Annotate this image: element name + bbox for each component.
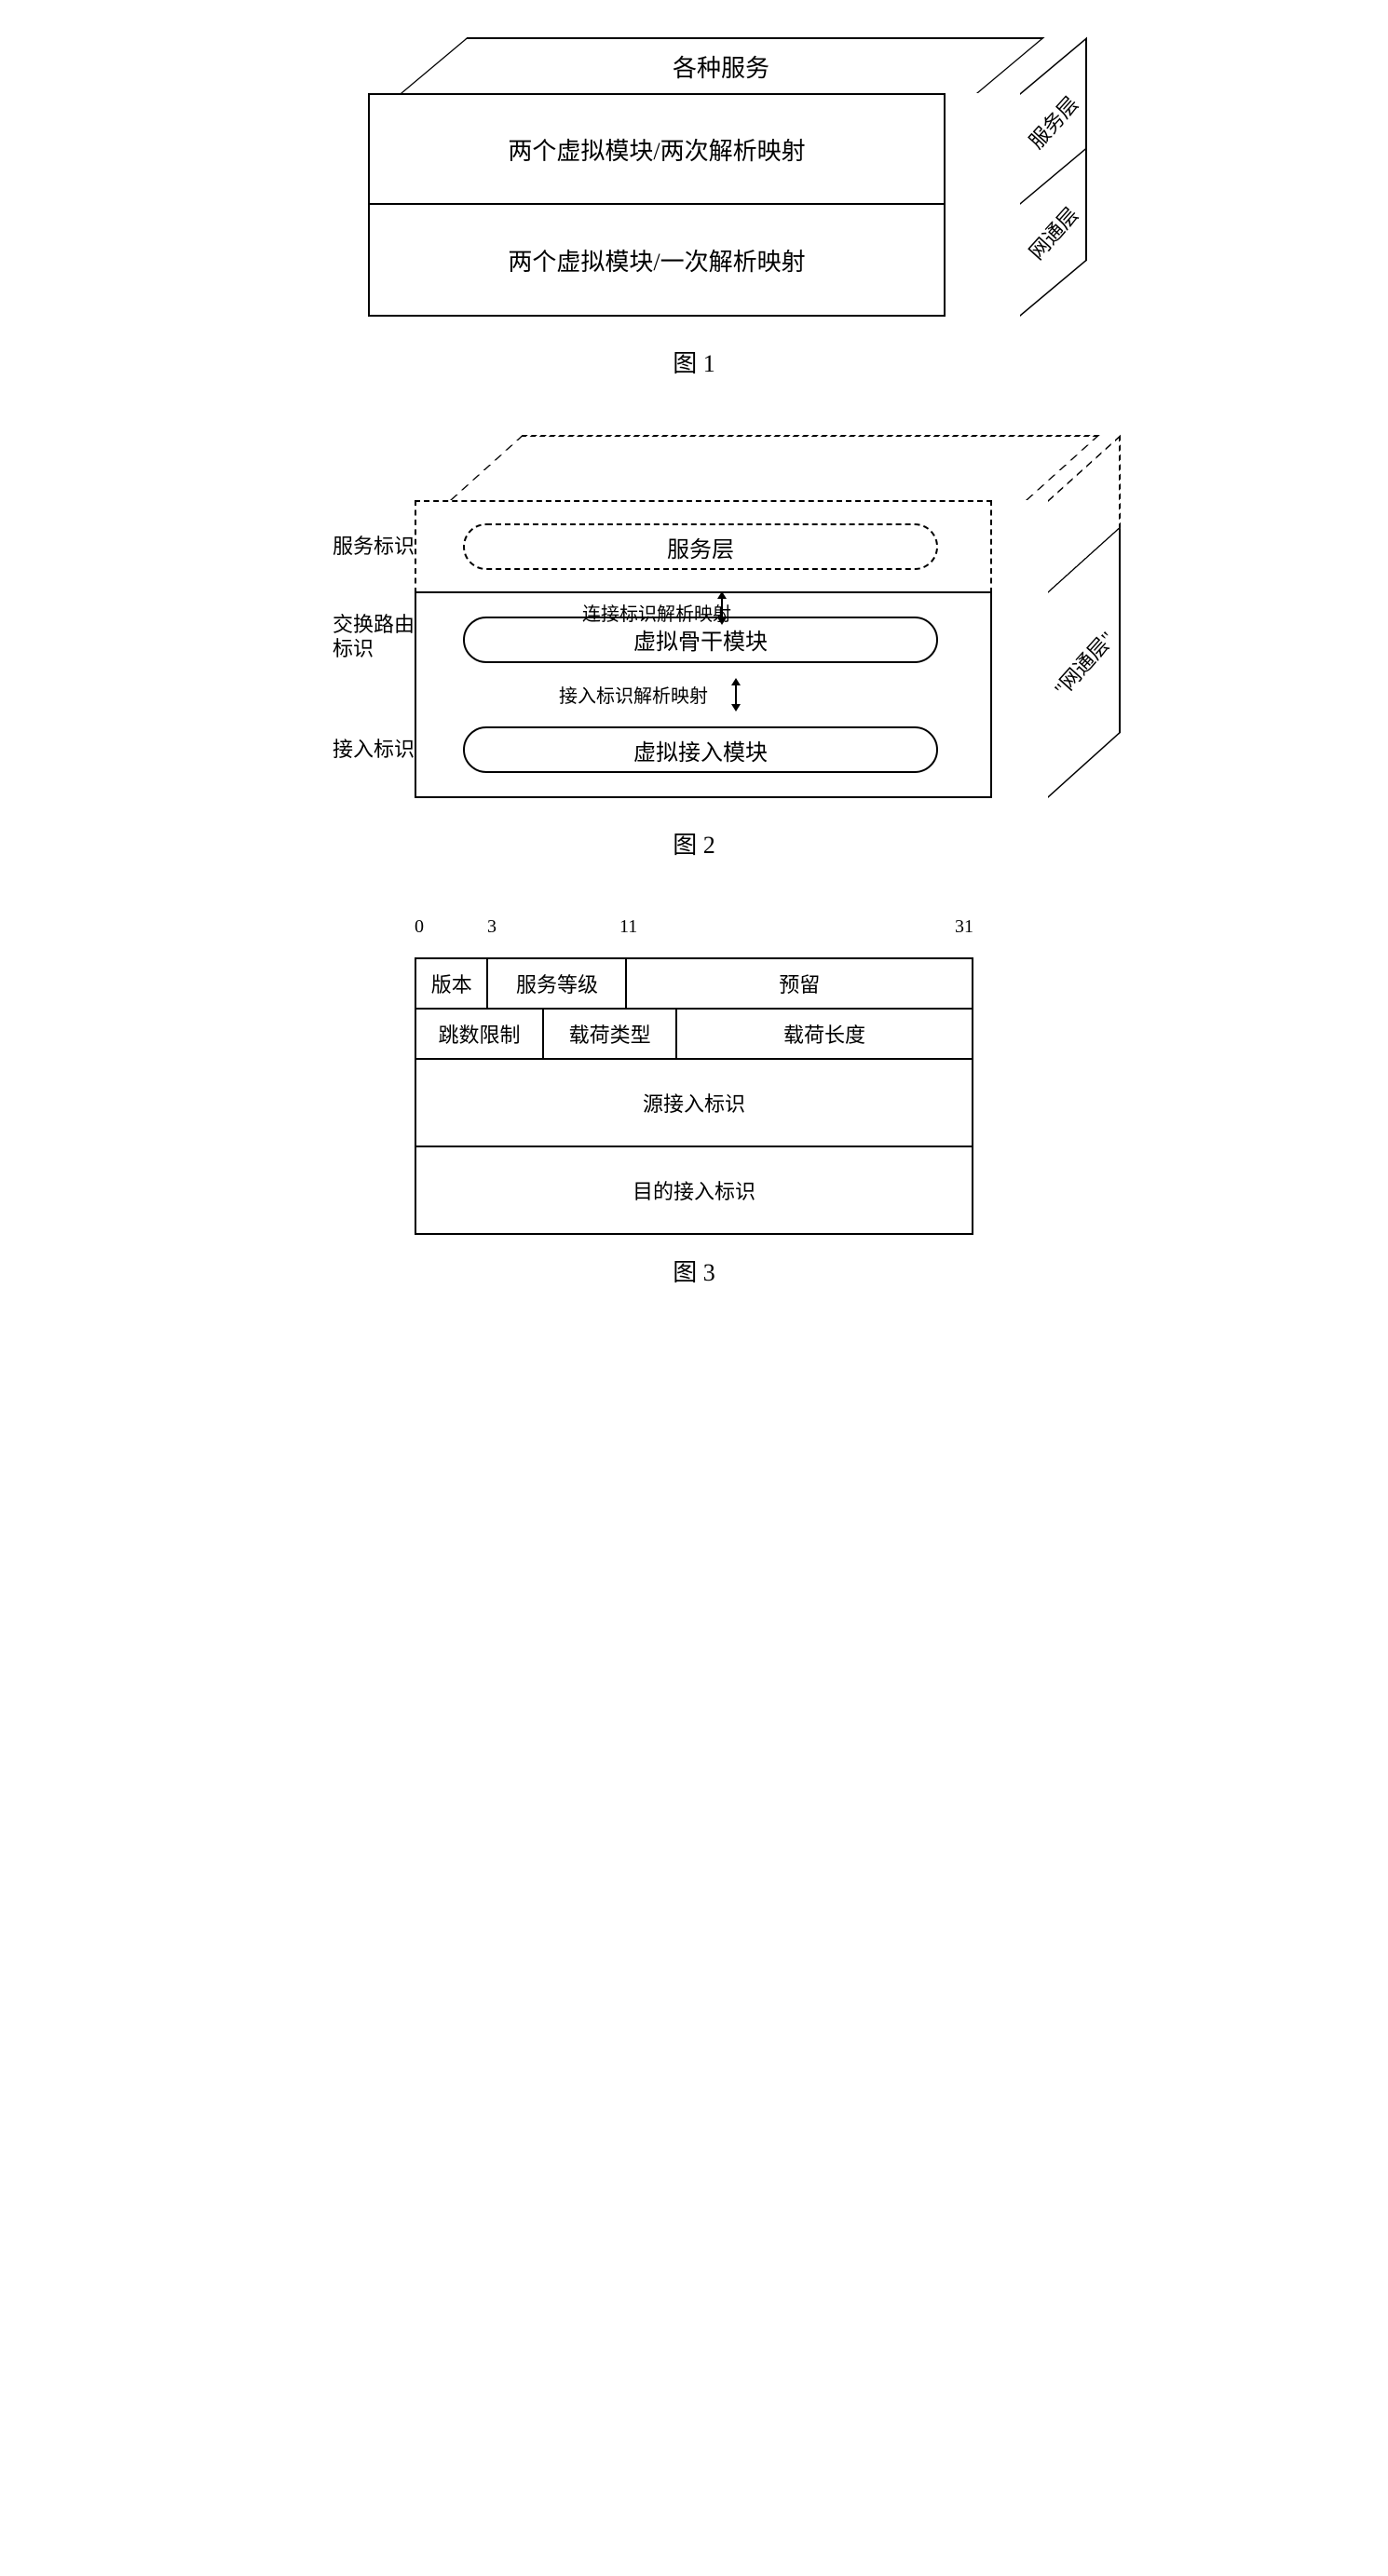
fig2-access-map-label: 接入标识解析映射: [559, 681, 708, 708]
fig3-hop-limit-cell: 跳数限制: [416, 1010, 544, 1058]
fig1-top-face: 各种服务: [401, 37, 1045, 93]
fig2-backbone-text: 虚拟骨干模块: [633, 623, 768, 656]
fig2-top-face: [450, 435, 1100, 500]
fig3-bit-header: 0 3 11 31: [415, 916, 973, 939]
fig1-row2-text: 两个虚拟模块/一次解析映射: [508, 243, 805, 278]
fig3-row-3: 源接入标识: [416, 1060, 972, 1147]
fig3-src-id-cell: 源接入标识: [416, 1060, 972, 1146]
fig2-access-row: 接入标识 虚拟接入模块: [416, 726, 990, 773]
fig3-row-4: 目的接入标识: [416, 1147, 972, 1233]
fig3-payload-length-cell: 载荷长度: [677, 1010, 972, 1058]
fig3-dst-id-cell: 目的接入标识: [416, 1147, 972, 1233]
fig3-version-text: 版本: [431, 969, 472, 998]
figure-2: 服务标识 服务层 连接标识解析映射 交换路由: [340, 435, 1048, 861]
fig1-side1-text: 服务层: [1021, 88, 1084, 154]
fig2-routing-label: 交换路由 标识: [333, 613, 416, 662]
fig2-routing-label-l2: 标识: [333, 637, 374, 660]
fig3-hop-limit-text: 跳数限制: [439, 1019, 521, 1049]
fig2-access-module-box: 虚拟接入模块: [463, 726, 938, 773]
fig2-conn-map-label: 连接标识解析映射: [582, 599, 731, 626]
fig3-caption: 图 3: [673, 1254, 715, 1288]
fig2-caption: 图 2: [673, 826, 715, 861]
fig1-row-1: 两个虚拟模块/两次解析映射: [368, 93, 946, 205]
fig1-caption: 图 1: [673, 345, 715, 379]
fig3-packet-table: 版本 服务等级 预留 跳数限制 载荷类型 载荷长度 源接入标识: [415, 957, 973, 1235]
fig2-3d-box: 服务标识 服务层 连接标识解析映射 交换路由: [340, 435, 1048, 798]
figure-1: 各种服务 两个虚拟模块/两次解析映射 两个虚拟模块/一次解析映射 服务层 网通层…: [368, 37, 1020, 379]
fig3-h3: 3: [487, 916, 497, 938]
fig1-top-face-wrap: 各种服务: [368, 37, 1020, 93]
fig3-h0: 0: [415, 916, 424, 938]
fig2-service-layer-box: 服务层: [463, 523, 938, 570]
fig3-reserved-cell: 预留: [627, 959, 972, 1008]
fig3-reserved-text: 预留: [779, 969, 820, 998]
fig2-routing-label-l1: 交换路由: [333, 613, 415, 636]
fig1-front-face: 两个虚拟模块/两次解析映射 两个虚拟模块/一次解析映射 服务层 网通层: [368, 93, 1020, 317]
fig1-row1-text: 两个虚拟模块/两次解析映射: [508, 132, 805, 167]
fig2-service-id-label: 服务标识: [333, 535, 416, 559]
fig3-row-1: 版本 服务等级 预留: [416, 959, 972, 1010]
fig2-top-face-wrap: [340, 435, 1048, 500]
fig3-version-cell: 版本: [416, 959, 488, 1008]
fig1-row-2: 两个虚拟模块/一次解析映射: [368, 205, 946, 317]
fig3-service-class-cell: 服务等级: [488, 959, 627, 1008]
figure-3: 0 3 11 31 版本 服务等级 预留 跳数限制 载荷类型 载荷长度: [415, 916, 973, 1288]
double-arrow-icon: [727, 678, 745, 712]
fig1-top-label: 各种服务: [674, 49, 770, 84]
fig2-side-text: "网通层": [1046, 624, 1121, 702]
fig2-access-module-text: 虚拟接入模块: [633, 734, 768, 766]
fig1-3d-box: 各种服务 两个虚拟模块/两次解析映射 两个虚拟模块/一次解析映射 服务层 网通层: [368, 37, 1020, 317]
fig2-access-label: 接入标识: [333, 738, 416, 762]
fig3-payload-type-cell: 载荷类型: [544, 1010, 677, 1058]
fig2-service-row: 服务标识 服务层: [416, 523, 990, 570]
fig1-side-face: 服务层 网通层: [1020, 93, 1087, 317]
fig3-h31: 31: [955, 916, 973, 938]
fig2-side-face: "网通层": [1048, 500, 1121, 798]
fig3-src-id-text: 源接入标识: [643, 1088, 745, 1118]
fig3-payload-length-text: 载荷长度: [783, 1019, 865, 1049]
fig3-dst-id-text: 目的接入标识: [633, 1175, 755, 1205]
fig2-service-layer-block: 服务标识 服务层: [415, 500, 992, 593]
fig3-payload-type-text: 载荷类型: [569, 1019, 651, 1049]
fig2-front-face: 服务标识 服务层 连接标识解析映射 交换路由: [415, 500, 1048, 798]
fig3-h11: 11: [619, 916, 637, 938]
fig3-service-class-text: 服务等级: [516, 969, 598, 998]
fig2-conn-arrow: [713, 591, 731, 625]
double-arrow-icon: [713, 591, 731, 625]
fig2-access-map-row: 接入标识解析映射: [416, 681, 990, 709]
fig1-side2-text: 网通层: [1021, 199, 1084, 264]
fig2-service-layer-text: 服务层: [667, 531, 734, 563]
fig3-row-2: 跳数限制 载荷类型 载荷长度: [416, 1010, 972, 1060]
